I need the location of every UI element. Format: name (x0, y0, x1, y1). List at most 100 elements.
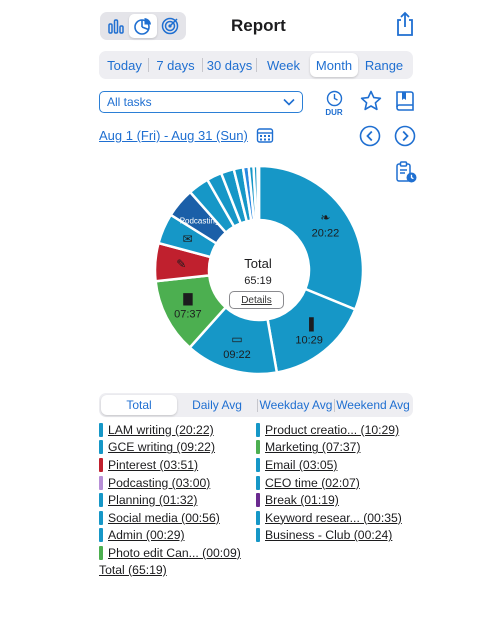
legend-item-label: Podcasting (03:00) (108, 475, 211, 490)
star-icon (360, 90, 382, 111)
legend-color-swatch (99, 457, 103, 472)
legend-item-label: Social media (00:56) (108, 510, 220, 525)
legend-item[interactable]: Product creatio... (10:29) (256, 421, 402, 439)
legend-color-swatch (256, 422, 260, 437)
legend-item[interactable]: Business - Club (00:24) (256, 527, 402, 545)
chevron-right-circle-icon (394, 125, 416, 147)
legend-item[interactable]: Pinterest (03:51) (99, 456, 241, 474)
legend-color-swatch (99, 528, 103, 543)
bar-chart-icon (107, 19, 124, 34)
legend-item[interactable]: CEO time (02:07) (256, 474, 402, 492)
period-selector: Today 7 days 30 days Week Month Range (99, 51, 413, 79)
share-icon (397, 11, 413, 36)
legend-item[interactable]: Email (03:05) (256, 456, 402, 474)
legend-item-label: Admin (00:29) (108, 528, 185, 543)
footprints-icon: ❧ (320, 210, 330, 224)
clock-icon (326, 90, 342, 107)
legend-color-swatch (99, 475, 103, 490)
period-range[interactable]: Range (364, 57, 404, 73)
legend-item-label: Business - Club (00:24) (265, 528, 393, 543)
previous-period-button[interactable] (359, 125, 381, 152)
legend-item[interactable]: Break (01:19) (256, 491, 402, 509)
donut-slice[interactable] (256, 164, 261, 222)
target-icon (162, 17, 179, 35)
legend-item-label: Marketing (07:37) (265, 440, 361, 455)
header: Report (98, 8, 420, 42)
legend-item-label: Email (03:05) (265, 457, 338, 472)
donut-chart[interactable]: ❧ 20:22 ▐ 10:29 ▭ 09:22 ▇ 07:37 ✎ ✉ Podcasting (152, 158, 366, 380)
clipboard-history-button[interactable] (394, 160, 418, 189)
legend-item-label: LAM writing (20:22) (108, 422, 214, 437)
chart-bars-icon: ▇ (182, 292, 193, 306)
tab-daily-avg[interactable]: Daily Avg (192, 398, 242, 412)
pie-chart-view-button[interactable] (129, 14, 157, 38)
calendar-button[interactable] (256, 126, 274, 149)
details-button[interactable]: Details (229, 291, 284, 309)
legend-item[interactable]: Planning (01:32) (99, 491, 241, 509)
donut-slice-label: 20:22 (312, 227, 340, 239)
legend-color-swatch (256, 457, 260, 472)
period-7-days[interactable]: 7 days (156, 57, 195, 73)
legend-item-label: Product creatio... (10:29) (265, 422, 400, 437)
chart-center-title: Total (244, 256, 272, 271)
legend-item[interactable]: Marketing (07:37) (256, 439, 402, 457)
legend-item-label: GCE writing (09:22) (108, 440, 216, 455)
separator (148, 58, 149, 72)
legend-item-label: Keyword resear... (00:35) (265, 510, 402, 525)
legend-item[interactable]: GCE writing (09:22) (99, 439, 241, 457)
chart-center-time: 65:19 (244, 275, 272, 287)
legend-item-label: Pinterest (03:51) (108, 457, 199, 472)
legend-color-swatch (256, 510, 260, 525)
donut-slice-label: 07:37 (174, 309, 202, 321)
legend-color-swatch (256, 528, 260, 543)
separator (202, 58, 203, 72)
favorite-button[interactable] (359, 89, 383, 118)
donut-slice-label: Podcasting (180, 217, 220, 226)
separator (257, 398, 258, 412)
tab-weekend-avg[interactable]: Weekend Avg (336, 398, 410, 412)
clipboard-clock-icon (396, 161, 417, 183)
calendar-icon (256, 128, 274, 143)
separator (334, 398, 335, 412)
legend-color-swatch (99, 422, 103, 437)
bar-chart-view-button[interactable] (102, 14, 129, 38)
legend-color-swatch (256, 493, 260, 508)
legend-total[interactable]: Total (65:19) (99, 563, 167, 577)
legend-item-label: Planning (01:32) (108, 493, 198, 508)
legend-item[interactable]: Photo edit Can... (00:09) (99, 544, 241, 562)
duration-label: DUR (325, 108, 343, 117)
task-filter-dropdown[interactable]: All tasks (99, 91, 303, 113)
target-view-button[interactable] (157, 14, 184, 38)
legend-item[interactable]: Social media (00:56) (99, 509, 241, 527)
legend-color-swatch (99, 440, 103, 455)
date-range-link[interactable]: Aug 1 (Fri) - Aug 31 (Sun) (99, 128, 248, 143)
legend-item[interactable]: Keyword resear... (00:35) (256, 509, 402, 527)
legend-color-swatch (99, 510, 103, 525)
share-button[interactable] (392, 10, 418, 38)
legend-color-swatch (99, 545, 103, 560)
period-30-days[interactable]: 30 days (206, 57, 253, 73)
task-filter-value: All tasks (107, 95, 152, 109)
legend-item[interactable]: Admin (00:29) (99, 527, 241, 545)
donut-slice[interactable] (257, 164, 365, 312)
view-switcher (100, 12, 186, 40)
tab-weekday-avg[interactable]: Weekday Avg (259, 398, 333, 412)
period-today[interactable]: Today (107, 57, 142, 73)
aggregation-tabs: Total Daily Avg Weekday Avg Weekend Avg (99, 393, 413, 417)
period-month[interactable]: Month (310, 53, 358, 77)
books-icon: ▐ (304, 316, 314, 331)
legend-item-label: Photo edit Can... (00:09) (108, 545, 241, 560)
legend-item[interactable]: Podcasting (03:00) (99, 474, 241, 492)
book-icon (396, 91, 414, 111)
donut-slice-label: 10:29 (295, 334, 323, 346)
duration-sort-button[interactable]: DUR (322, 90, 346, 120)
tab-total[interactable]: Total (101, 395, 177, 415)
period-week[interactable]: Week (267, 57, 300, 73)
legend-item[interactable]: LAM writing (20:22) (99, 421, 241, 439)
envelope-icon: ✉ (182, 232, 192, 246)
journal-button[interactable] (394, 89, 416, 118)
legend-left-column: LAM writing (20:22) GCE writing (09:22) Pi… (99, 421, 241, 562)
legend-item-label: Break (01:19) (265, 493, 339, 508)
legend-right-column: Product creatio... (10:29) Marketing (07:… (256, 421, 402, 544)
next-period-button[interactable] (394, 125, 416, 152)
